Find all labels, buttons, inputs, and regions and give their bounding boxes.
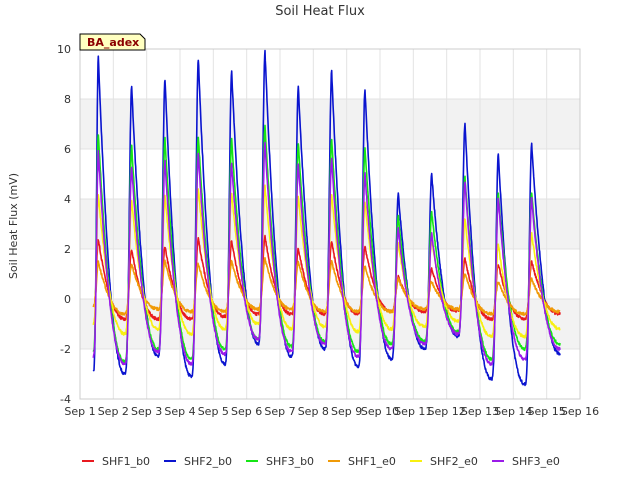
legend-label: SHF3_e0 bbox=[512, 455, 560, 468]
y-tick-label: 6 bbox=[64, 143, 71, 156]
x-tick-label: Sep 13 bbox=[461, 405, 499, 418]
legend-label: SHF3_b0 bbox=[266, 455, 314, 468]
y-tick-label: -2 bbox=[60, 343, 71, 356]
legend-label: SHF2_e0 bbox=[430, 455, 478, 468]
y-tick-label: -4 bbox=[60, 393, 71, 406]
legend: SHF1_b0 SHF2_b0 SHF3_b0 SHF1_e0 SHF2_e0 SHF3_… bbox=[82, 455, 560, 468]
x-tick-label: Sep 5 bbox=[198, 405, 229, 418]
legend-label: SHF1_b0 bbox=[102, 455, 150, 468]
x-tick-label: Sep 1 bbox=[64, 405, 95, 418]
badge-box bbox=[79, 33, 146, 51]
y-axis-label: Soil Heat Flux (mV) bbox=[7, 173, 20, 279]
badge-label: BA_adex bbox=[87, 36, 139, 49]
x-tick-label: Sep 3 bbox=[131, 405, 162, 418]
x-tick-label: Sep 2 bbox=[98, 405, 129, 418]
badge: BA_adex bbox=[79, 33, 146, 51]
y-tick-label: 4 bbox=[64, 193, 71, 206]
x-tick-label: Sep 11 bbox=[394, 405, 432, 418]
x-tick-label: Sep 16 bbox=[561, 405, 599, 418]
x-tick-label: Sep 6 bbox=[231, 405, 262, 418]
y-tick-label: 8 bbox=[64, 93, 71, 106]
x-tick-label: Sep 14 bbox=[494, 405, 532, 418]
chart-title: Soil Heat Flux bbox=[275, 4, 365, 19]
y-tick-label: 2 bbox=[64, 243, 71, 256]
series-line-shf3_e0 bbox=[92, 141, 561, 366]
series-lines bbox=[92, 49, 561, 387]
x-tick-label: Sep 9 bbox=[331, 405, 362, 418]
band-0 bbox=[80, 299, 580, 349]
x-tick-label: Sep 7 bbox=[264, 405, 295, 418]
plot-area bbox=[79, 48, 581, 400]
x-tick-label: Sep 8 bbox=[298, 405, 329, 418]
x-tick-label: Sep 15 bbox=[528, 405, 566, 418]
y-tick-label: 0 bbox=[64, 293, 71, 306]
y-tick-label: 10 bbox=[57, 43, 71, 56]
x-tick-label: Sep 12 bbox=[428, 405, 466, 418]
x-tick-label: Sep 10 bbox=[361, 405, 399, 418]
y-axis-ticks: -4 -2 0 2 4 6 8 10 bbox=[57, 43, 71, 406]
legend-label: SHF2_b0 bbox=[184, 455, 232, 468]
x-axis-ticks: Sep 1 Sep 2 Sep 3 Sep 4 Sep 5 Sep 6 Sep 7 Sep 8… bbox=[64, 405, 599, 418]
x-tick-label: Sep 4 bbox=[164, 405, 195, 418]
legend-label: SHF1_e0 bbox=[348, 455, 396, 468]
